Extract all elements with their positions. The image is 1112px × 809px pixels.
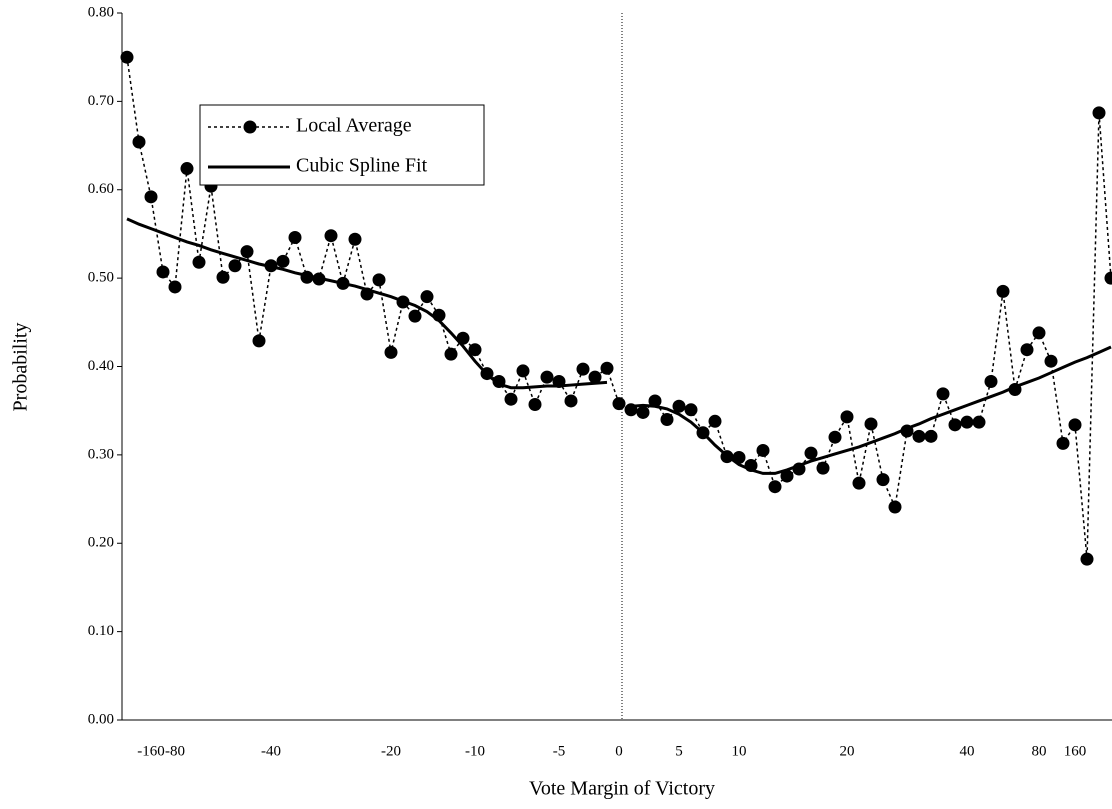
data-point bbox=[420, 290, 434, 304]
x-tick-label: 10 bbox=[732, 743, 747, 759]
data-point bbox=[372, 273, 386, 287]
data-point bbox=[780, 469, 794, 483]
data-point bbox=[1020, 343, 1034, 357]
y-tick-label: 0.50 bbox=[88, 270, 114, 286]
data-point bbox=[756, 443, 770, 457]
y-tick-label: 0.20 bbox=[88, 535, 114, 551]
data-point bbox=[912, 429, 926, 443]
data-point bbox=[1092, 106, 1106, 120]
data-point bbox=[684, 403, 698, 417]
x-tick-label: -40 bbox=[261, 743, 281, 759]
data-point bbox=[156, 265, 170, 279]
data-point bbox=[804, 446, 818, 460]
data-point bbox=[468, 343, 482, 357]
data-point bbox=[600, 361, 614, 375]
data-point bbox=[588, 370, 602, 384]
legend-box bbox=[199, 104, 485, 186]
data-point bbox=[564, 394, 578, 408]
x-tick-label: -80 bbox=[165, 743, 185, 759]
data-point bbox=[708, 414, 722, 428]
data-point bbox=[132, 135, 146, 149]
data-point bbox=[672, 399, 686, 413]
x-tick-label: 20 bbox=[840, 743, 855, 759]
data-point bbox=[1056, 436, 1070, 450]
data-point bbox=[888, 500, 902, 514]
y-axis-title: Probability bbox=[10, 323, 32, 412]
data-point bbox=[948, 418, 962, 432]
y-tick-label: 0.10 bbox=[88, 623, 114, 639]
data-point bbox=[516, 364, 530, 378]
data-point bbox=[1044, 354, 1058, 368]
data-point bbox=[528, 398, 542, 412]
data-point bbox=[180, 162, 194, 176]
data-point bbox=[960, 415, 974, 429]
data-point bbox=[840, 410, 854, 424]
data-point bbox=[228, 259, 242, 273]
data-point bbox=[192, 255, 206, 269]
data-point bbox=[876, 473, 890, 487]
data-point bbox=[636, 405, 650, 419]
data-point bbox=[576, 362, 590, 376]
data-point bbox=[240, 245, 254, 259]
x-tick-label: 160 bbox=[1064, 743, 1087, 759]
data-point bbox=[348, 232, 362, 246]
data-point bbox=[864, 417, 878, 431]
data-point bbox=[384, 345, 398, 359]
y-tick-label: 0.00 bbox=[88, 711, 114, 727]
x-axis-title: Vote Margin of Victory bbox=[529, 778, 715, 800]
x-tick-label: 80 bbox=[1032, 743, 1047, 759]
data-point bbox=[816, 461, 830, 475]
data-point bbox=[984, 375, 998, 389]
x-tick-label: -10 bbox=[465, 743, 485, 759]
data-point bbox=[768, 480, 782, 494]
x-tick-label: -5 bbox=[553, 743, 566, 759]
data-point bbox=[660, 413, 674, 427]
y-tick-label: 0.30 bbox=[88, 446, 114, 462]
data-point bbox=[276, 254, 290, 268]
data-point bbox=[612, 397, 626, 411]
x-tick-label: 0 bbox=[615, 743, 623, 759]
data-point bbox=[648, 394, 662, 408]
data-point bbox=[1080, 552, 1094, 566]
legend-marker bbox=[243, 120, 257, 134]
data-point bbox=[504, 392, 518, 406]
data-point bbox=[996, 284, 1010, 298]
x-tick-label: -160 bbox=[137, 743, 165, 759]
legend-label: Cubic Spline Fit bbox=[296, 155, 428, 177]
y-tick-label: 0.40 bbox=[88, 358, 114, 374]
data-point bbox=[852, 476, 866, 490]
data-point bbox=[540, 370, 554, 384]
x-tick-label: 40 bbox=[960, 743, 975, 759]
data-point bbox=[444, 347, 458, 361]
y-tick-label: 0.60 bbox=[88, 181, 114, 197]
data-point bbox=[408, 309, 422, 323]
y-tick-label: 0.80 bbox=[88, 4, 114, 20]
data-point bbox=[924, 429, 938, 443]
data-point bbox=[1068, 418, 1082, 432]
data-point bbox=[324, 229, 338, 243]
data-point bbox=[168, 280, 182, 294]
legend-label: Local Average bbox=[296, 115, 412, 137]
data-point bbox=[972, 415, 986, 429]
series-line bbox=[126, 217, 1112, 475]
y-tick-label: 0.70 bbox=[88, 93, 114, 109]
data-point bbox=[936, 387, 950, 401]
data-point bbox=[828, 430, 842, 444]
x-tick-label: 5 bbox=[675, 743, 683, 759]
data-point bbox=[1032, 326, 1046, 340]
data-point bbox=[288, 230, 302, 244]
data-point bbox=[120, 50, 134, 64]
data-point bbox=[144, 190, 158, 204]
data-point bbox=[1104, 271, 1112, 285]
data-point bbox=[216, 270, 230, 284]
data-point bbox=[252, 334, 266, 348]
x-tick-label: -20 bbox=[381, 743, 401, 759]
